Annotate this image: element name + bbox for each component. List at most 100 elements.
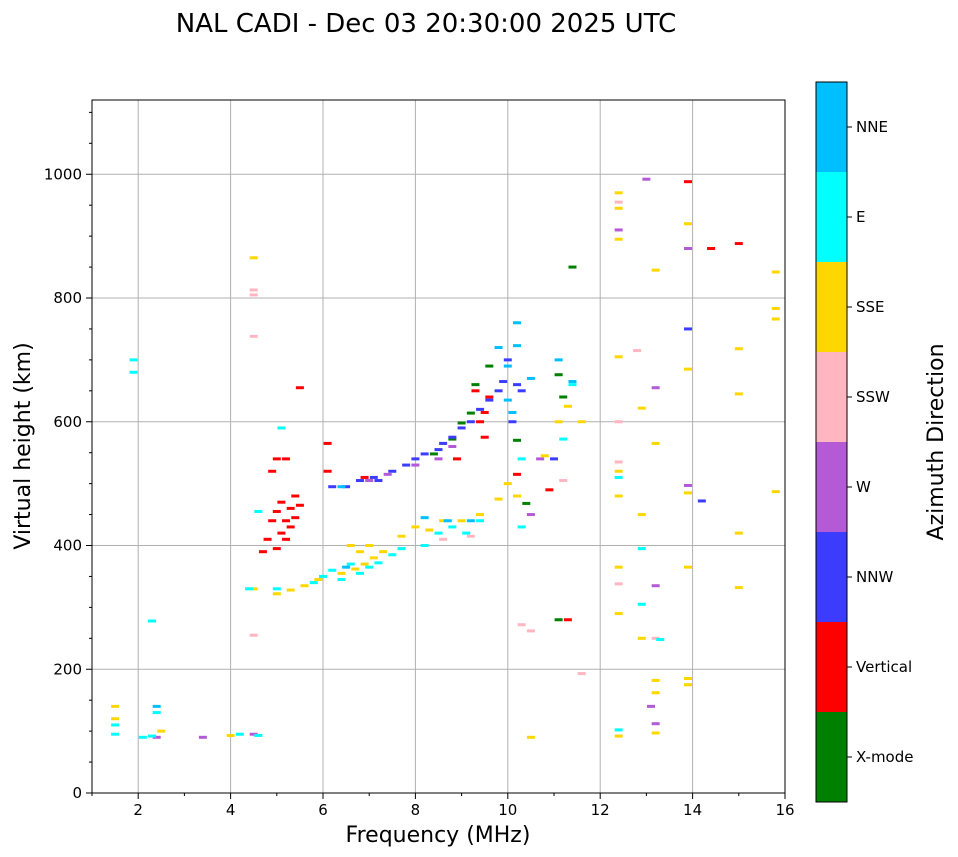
data-point-nnw — [369, 475, 378, 479]
colorbar-swatch-nnw — [816, 532, 847, 622]
data-point-ssw — [249, 288, 258, 292]
data-point-sse — [369, 556, 378, 560]
y-tick-label: 200 — [53, 660, 82, 678]
x-tick-label: 14 — [683, 801, 702, 819]
data-point-nne — [554, 358, 563, 362]
y-tick-label: 600 — [53, 413, 82, 431]
data-point-x-mode — [429, 452, 438, 456]
data-point-sse — [651, 691, 660, 695]
data-point-sse — [379, 550, 388, 554]
data-point-sse — [397, 534, 406, 538]
data-point-sse — [683, 222, 692, 226]
colorbar-swatch-ssw — [816, 352, 847, 442]
data-point-sse — [457, 519, 466, 523]
data-point-sse — [637, 513, 646, 517]
axes: 2 4 6 8 10 12 14 16 0 200 400 600 800 1000 — [44, 99, 795, 819]
data-point-sse — [734, 347, 743, 351]
data-point-ssw — [249, 334, 258, 338]
data-point-e — [111, 723, 120, 727]
x-axis-label: Frequency (MHz) — [346, 823, 531, 848]
data-point-e — [448, 525, 457, 529]
data-point-vertical — [277, 531, 286, 535]
data-point-sse — [351, 567, 360, 571]
data-point-vertical — [360, 475, 369, 479]
data-point-e — [614, 475, 623, 479]
data-point-nnw — [503, 358, 512, 362]
data-point-ssw — [614, 582, 623, 586]
data-point-x-mode — [448, 437, 457, 441]
colorbar-label-e: E — [856, 208, 865, 226]
data-point-sse — [614, 494, 623, 498]
data-point-sse — [355, 550, 364, 554]
data-point-ssw — [517, 623, 526, 627]
data-point-nne — [568, 380, 577, 384]
data-point-e — [129, 370, 138, 374]
data-point-ssw — [526, 629, 535, 633]
grid — [92, 100, 785, 793]
data-point-e — [388, 553, 397, 557]
data-point-sse — [476, 513, 485, 517]
chart-title: NAL CADI - Dec 03 20:30:00 2025 UTC — [176, 9, 676, 39]
data-point-sse — [111, 717, 120, 721]
data-point-nnw — [402, 463, 411, 467]
data-point-vertical — [291, 516, 300, 520]
x-tick-label: 12 — [591, 801, 610, 819]
data-point-vertical — [545, 488, 554, 492]
data-point-sse — [577, 420, 586, 424]
data-point-vertical — [258, 550, 267, 554]
data-point-e — [637, 602, 646, 606]
data-point-sse — [683, 367, 692, 371]
colorbar-swatch-x-mode — [816, 712, 847, 802]
data-point-vertical — [476, 420, 485, 424]
data-point-nne — [513, 344, 522, 348]
data-point-w — [642, 177, 651, 181]
data-point-x-mode — [554, 618, 563, 622]
data-point-nnw — [439, 441, 448, 445]
data-point-nnw — [476, 407, 485, 411]
data-point-nne — [420, 516, 429, 520]
data-point-sse — [111, 704, 120, 708]
data-point-nne — [503, 398, 512, 402]
data-point-w — [651, 722, 660, 726]
data-point-w — [152, 735, 161, 739]
data-point-w — [683, 483, 692, 487]
data-point-x-mode — [554, 373, 563, 377]
data-point-sse — [360, 562, 369, 566]
colorbar-swatch-vertical — [816, 622, 847, 712]
data-point-sse — [614, 355, 623, 359]
colorbar-label-vertical: Vertical — [856, 658, 912, 676]
colorbar-label: Azimuth Direction — [924, 343, 949, 540]
data-points — [111, 177, 780, 739]
data-point-sse — [614, 734, 623, 738]
data-point-sse — [365, 544, 374, 547]
data-point-nne — [494, 346, 503, 349]
data-point-e — [614, 728, 623, 732]
data-point-e — [346, 562, 355, 566]
data-point-vertical — [272, 547, 281, 551]
data-point-vertical — [707, 247, 716, 250]
data-point-nnw — [508, 420, 517, 424]
data-point-nnw — [434, 448, 443, 452]
data-point-vertical — [295, 503, 304, 507]
data-point-nne — [503, 364, 512, 368]
x-tick-label: 4 — [226, 801, 236, 819]
data-point-nnw — [494, 389, 503, 393]
data-point-nne — [337, 485, 346, 489]
data-point-nnw — [683, 327, 692, 331]
data-point-e — [637, 547, 646, 551]
data-point-ssw — [559, 479, 568, 483]
data-point-w — [647, 704, 656, 708]
colorbar-label-nne: NNE — [856, 118, 888, 136]
x-tick-label: 6 — [318, 801, 328, 819]
data-point-sse — [771, 317, 780, 321]
data-point-x-mode — [485, 364, 494, 368]
data-point-x-mode — [513, 438, 522, 442]
data-point-sse — [494, 497, 503, 501]
data-point-vertical — [286, 525, 295, 529]
data-point-e — [355, 571, 364, 575]
data-point-nnw — [342, 485, 351, 489]
data-point-e — [517, 525, 526, 529]
colorbar-label-nnw: NNW — [856, 568, 893, 586]
data-point-e — [309, 581, 318, 585]
